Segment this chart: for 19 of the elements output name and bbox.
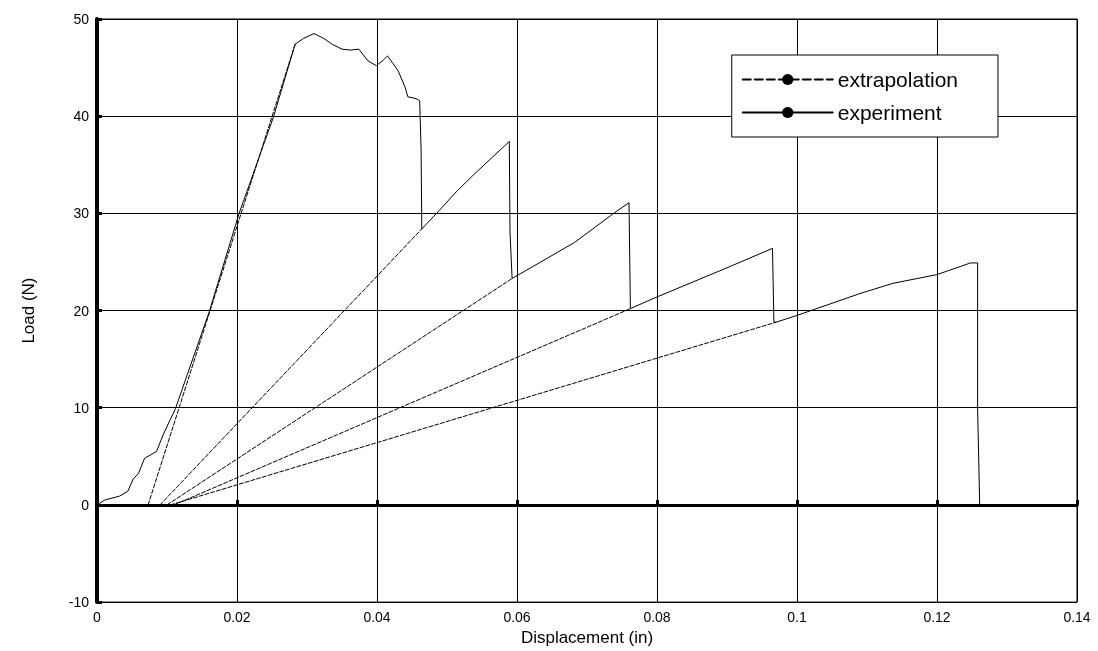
x-tick-label: 0.06 [503, 609, 531, 626]
x-tick-label: 0.14 [1063, 609, 1091, 626]
y-tick-label: 40 [73, 108, 90, 125]
y-tick-label: 10 [73, 399, 90, 416]
y-tick-label: 30 [73, 205, 90, 222]
legend-label: experiment [837, 101, 942, 124]
x-tick-label: 0.04 [363, 609, 391, 626]
x-tick-label: 0.08 [643, 609, 671, 626]
y-tick-label: 20 [73, 302, 90, 319]
y-axis-title: Load (N) [19, 277, 38, 344]
x-tick-label: 0.1 [787, 609, 807, 626]
x-axis-title: Displacement (in) [520, 628, 654, 647]
x-tick-label: 0 [93, 609, 102, 626]
y-tick-label: 0 [81, 496, 90, 513]
y-tick-label: 50 [73, 11, 90, 27]
x-tick-label: 0.02 [223, 609, 251, 626]
y-tick-label: -10 [68, 594, 90, 611]
legend-label: extrapolation [837, 68, 958, 91]
x-tick-label: 0.12 [923, 609, 951, 626]
